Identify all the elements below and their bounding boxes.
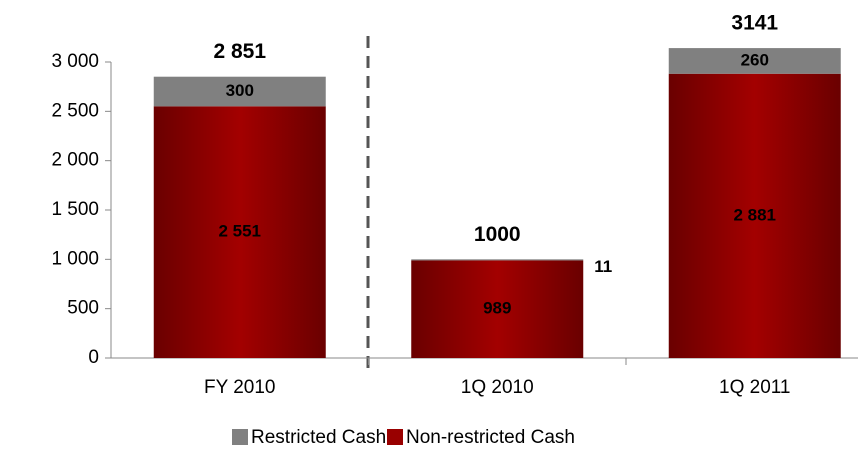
value-label: 2 551 [218, 222, 261, 241]
total-label: 2 851 [213, 40, 266, 63]
y-tick-label: 0 [88, 347, 99, 368]
bar-segment [668, 73, 841, 358]
bar-segment [411, 260, 584, 358]
y-tick-label: 1 500 [51, 199, 99, 220]
bar-segment [411, 259, 584, 261]
value-label: 300 [226, 81, 254, 100]
bar-segment [668, 48, 841, 74]
x-tick-label: FY 2010 [204, 377, 275, 398]
x-tick-label: 1Q 2011 [719, 377, 790, 398]
value-label: 11 [594, 257, 612, 276]
bar-segment [153, 106, 326, 358]
bar-segment [153, 76, 326, 107]
total-label: 3141 [731, 12, 778, 35]
x-tick-label: 1Q 2010 [461, 377, 534, 398]
legend-label: Non-restricted Cash [406, 427, 575, 448]
y-tick-label: 2 000 [51, 150, 99, 171]
y-tick-label: 2 500 [51, 100, 99, 121]
value-label: 989 [483, 299, 511, 318]
total-label: 1000 [474, 223, 521, 246]
legend-label: Restricted Cash [251, 427, 386, 448]
y-tick-label: 3 000 [51, 51, 99, 72]
y-tick-label: 1 000 [51, 248, 99, 269]
value-label: 260 [741, 50, 769, 69]
legend-swatch [387, 429, 403, 445]
legend-swatch [232, 429, 248, 445]
value-label: 2 881 [733, 205, 776, 224]
y-tick-label: 500 [67, 298, 99, 319]
